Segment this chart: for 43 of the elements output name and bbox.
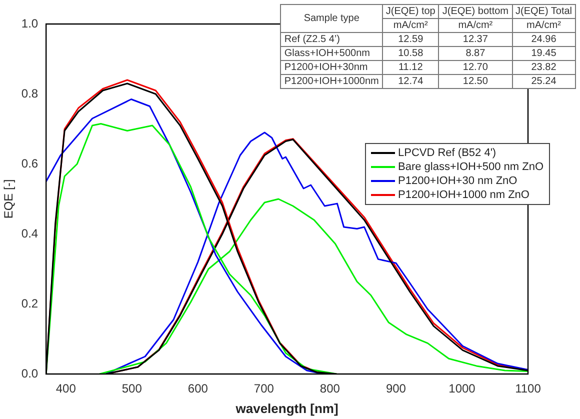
legend-label: P1200+IOH+1000 nm ZnO — [398, 188, 530, 202]
text: J(EQE) Total — [512, 4, 576, 18]
annotation: 12.70 — [438, 60, 512, 74]
annotation: P1200+IOH+1000nm — [280, 74, 382, 88]
annotation: 10.58 — [382, 46, 439, 60]
annotation: Ref (Z2.5 4’) — [280, 32, 382, 46]
annotation: 12.50 — [438, 74, 512, 88]
legend-label: Bare glass+IOH+500 nm ZnO — [398, 160, 544, 174]
text: 19.45 — [512, 46, 576, 60]
annotation: 12.74 — [382, 74, 439, 88]
x-tick-label: 400 — [56, 382, 76, 396]
text: 23.82 — [512, 60, 576, 74]
text: 25.24 — [512, 74, 576, 88]
legend-label: LPCVD Ref (B52 4') — [398, 146, 496, 160]
annotation: P1200+IOH+30nm — [280, 60, 382, 74]
x-tick-label: 1000 — [448, 382, 476, 396]
annotation: 12.59 — [382, 32, 439, 46]
annotation: Glass+IOH+500nm — [280, 46, 382, 60]
annotation: 12.37 — [438, 32, 512, 46]
annotation: 8.87 — [438, 46, 512, 60]
legend-label: P1200+IOH+30 nm ZnO — [398, 174, 518, 188]
y-axis-title: EQE [-] — [2, 179, 16, 219]
y-tick-label: 0.2 — [21, 296, 38, 310]
annotation: 11.12 — [382, 60, 439, 74]
x-axis-title: wavelength [nm] — [234, 400, 338, 416]
text: J(EQE) bottom — [438, 4, 512, 18]
annotation: Sample type — [280, 4, 382, 32]
x-tick-label: 600 — [188, 382, 208, 396]
annotation: mA/cm² — [438, 18, 512, 32]
annotation: mA/cm² — [512, 18, 576, 32]
y-tick-label: 0.4 — [21, 226, 38, 240]
y-tick-label: 0.6 — [21, 156, 38, 170]
y-tick-label: 0.0 — [21, 366, 38, 380]
y-tick-label: 0.8 — [21, 86, 38, 100]
x-tick-label: 800 — [320, 382, 340, 396]
x-tick-label: 700 — [254, 382, 274, 396]
x-tick-label: 900 — [386, 382, 406, 396]
x-tick-label: 1100 — [515, 382, 542, 396]
y-tick-label: 1.0 — [21, 16, 38, 30]
x-tick-label: 500 — [122, 382, 142, 396]
text: J(EQE) top — [382, 4, 439, 18]
text: 24.96 — [512, 32, 576, 46]
annotation: mA/cm² — [382, 18, 439, 32]
